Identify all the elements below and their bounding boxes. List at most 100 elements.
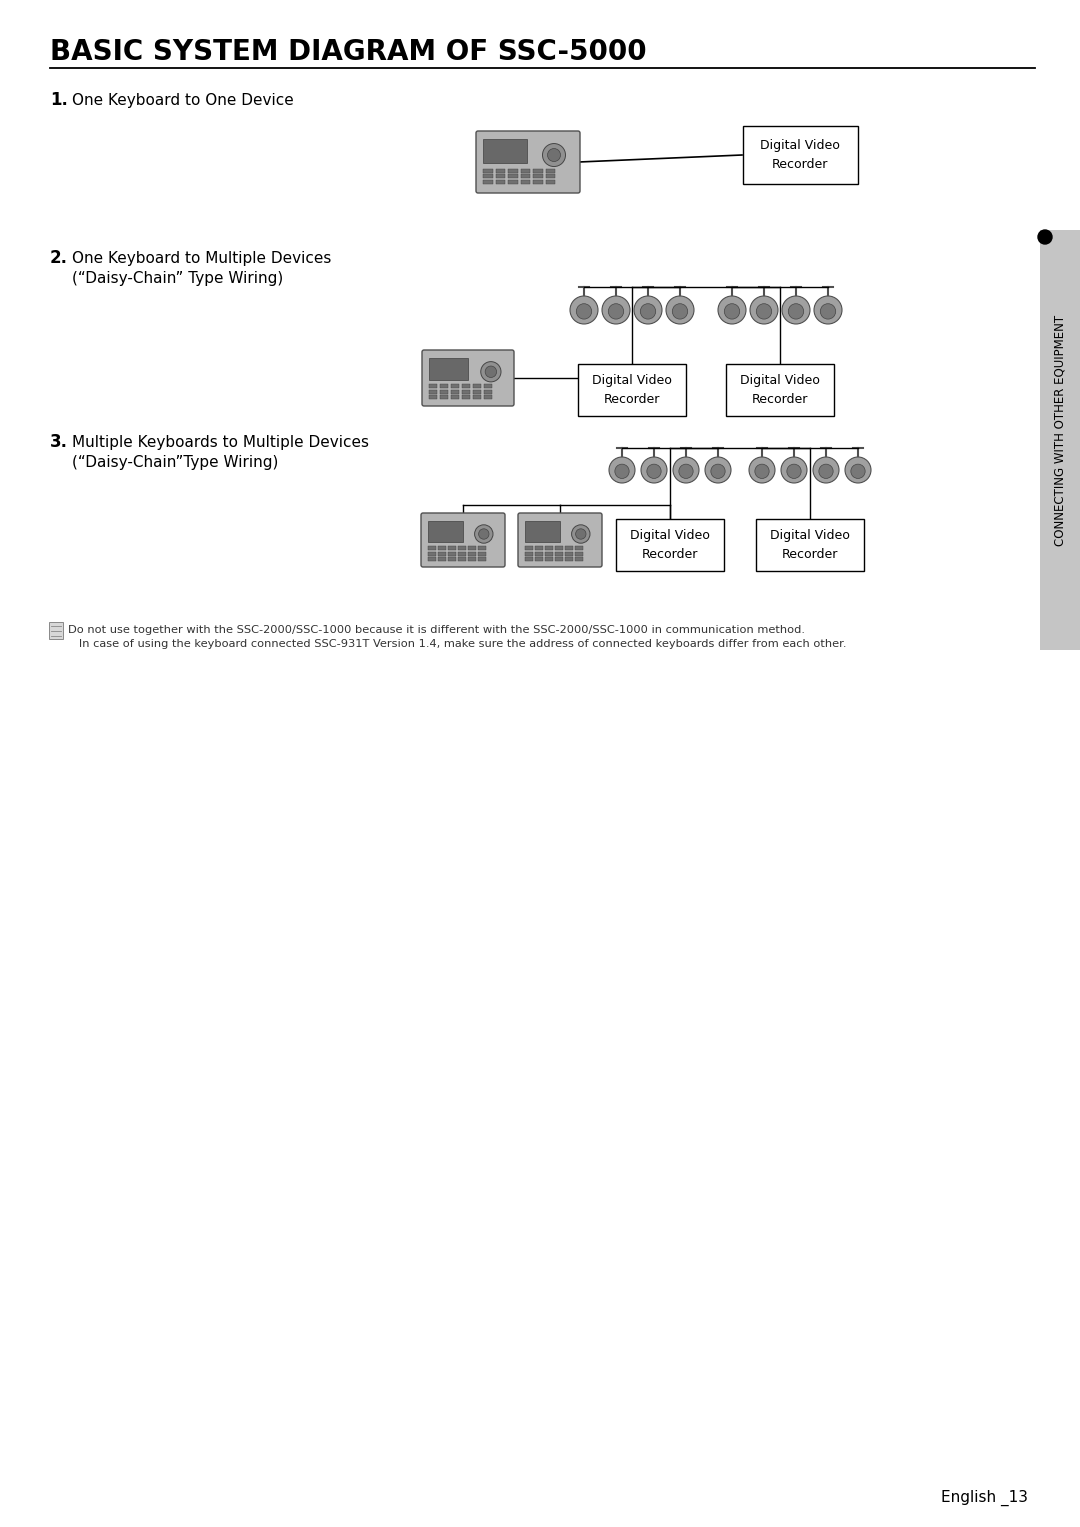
Circle shape bbox=[481, 362, 501, 382]
Bar bbox=[534, 169, 542, 173]
Circle shape bbox=[711, 464, 725, 478]
Bar bbox=[458, 557, 465, 560]
Bar bbox=[429, 389, 437, 394]
Bar bbox=[545, 169, 555, 173]
Bar bbox=[483, 174, 492, 179]
Circle shape bbox=[576, 528, 586, 539]
Bar bbox=[468, 551, 475, 556]
Bar bbox=[521, 169, 530, 173]
Text: 3.: 3. bbox=[50, 434, 68, 450]
Bar bbox=[462, 395, 471, 399]
Bar bbox=[534, 174, 542, 179]
Bar bbox=[440, 385, 448, 388]
Bar bbox=[462, 385, 471, 388]
Bar bbox=[535, 551, 542, 556]
Text: Multiple Keyboards to Multiple Devices: Multiple Keyboards to Multiple Devices bbox=[72, 435, 369, 449]
Circle shape bbox=[725, 304, 740, 319]
Bar bbox=[440, 395, 448, 399]
Bar bbox=[521, 174, 530, 179]
Bar bbox=[473, 389, 482, 394]
Bar bbox=[535, 547, 542, 550]
Circle shape bbox=[788, 304, 804, 319]
FancyBboxPatch shape bbox=[422, 350, 514, 406]
Circle shape bbox=[542, 144, 566, 166]
Bar bbox=[428, 557, 435, 560]
Bar bbox=[458, 551, 465, 556]
Bar bbox=[565, 557, 572, 560]
Bar bbox=[484, 385, 492, 388]
Text: (“Daisy-Chain” Type Wiring): (“Daisy-Chain” Type Wiring) bbox=[72, 270, 283, 286]
Bar bbox=[534, 180, 542, 183]
Bar bbox=[578, 363, 686, 415]
Circle shape bbox=[750, 457, 775, 483]
Bar bbox=[575, 557, 582, 560]
Circle shape bbox=[781, 457, 807, 483]
Bar bbox=[535, 557, 542, 560]
Bar bbox=[451, 395, 459, 399]
Bar bbox=[545, 174, 555, 179]
Circle shape bbox=[851, 464, 865, 478]
Circle shape bbox=[634, 296, 662, 324]
Bar bbox=[483, 180, 492, 183]
Bar bbox=[484, 395, 492, 399]
Bar bbox=[525, 557, 532, 560]
Circle shape bbox=[813, 457, 839, 483]
Circle shape bbox=[608, 304, 624, 319]
Text: In case of using the keyboard connected SSC-931T Version 1.4, make sure the addr: In case of using the keyboard connected … bbox=[68, 638, 847, 649]
Bar bbox=[1040, 231, 1080, 651]
Circle shape bbox=[474, 525, 492, 544]
Circle shape bbox=[787, 464, 801, 478]
Bar bbox=[448, 551, 456, 556]
Bar bbox=[508, 174, 517, 179]
Bar bbox=[468, 557, 475, 560]
Circle shape bbox=[755, 464, 769, 478]
Bar bbox=[478, 551, 486, 556]
Circle shape bbox=[1038, 231, 1052, 244]
Bar bbox=[438, 551, 446, 556]
Circle shape bbox=[718, 296, 746, 324]
Circle shape bbox=[615, 464, 630, 478]
Bar bbox=[743, 127, 858, 183]
Circle shape bbox=[705, 457, 731, 483]
Bar bbox=[508, 169, 517, 173]
FancyBboxPatch shape bbox=[476, 131, 580, 192]
Text: Do not use together with the SSC-2000/SSC-1000 because it is different with the : Do not use together with the SSC-2000/SS… bbox=[68, 625, 805, 635]
Bar bbox=[473, 385, 482, 388]
Bar bbox=[473, 395, 482, 399]
Text: English _13: English _13 bbox=[941, 1490, 1028, 1506]
Circle shape bbox=[571, 525, 590, 544]
Bar bbox=[756, 519, 864, 571]
Bar bbox=[525, 547, 532, 550]
Circle shape bbox=[750, 296, 778, 324]
Bar bbox=[458, 547, 465, 550]
Bar bbox=[429, 385, 437, 388]
Bar bbox=[545, 180, 555, 183]
Bar bbox=[462, 389, 471, 394]
Circle shape bbox=[478, 528, 489, 539]
Bar bbox=[496, 174, 505, 179]
Bar bbox=[545, 557, 553, 560]
Circle shape bbox=[666, 296, 694, 324]
Bar bbox=[565, 551, 572, 556]
Text: One Keyboard to Multiple Devices: One Keyboard to Multiple Devices bbox=[72, 250, 332, 266]
Bar bbox=[545, 547, 553, 550]
Circle shape bbox=[672, 304, 688, 319]
Circle shape bbox=[640, 304, 656, 319]
Circle shape bbox=[782, 296, 810, 324]
Text: Digital Video
Recorder: Digital Video Recorder bbox=[630, 528, 710, 560]
Bar bbox=[575, 547, 582, 550]
Bar bbox=[451, 389, 459, 394]
Bar bbox=[545, 551, 553, 556]
Text: Digital Video
Recorder: Digital Video Recorder bbox=[760, 139, 840, 171]
Text: One Keyboard to One Device: One Keyboard to One Device bbox=[72, 93, 294, 107]
Circle shape bbox=[819, 464, 833, 478]
Bar bbox=[521, 180, 530, 183]
Bar bbox=[49, 621, 63, 638]
Circle shape bbox=[673, 457, 699, 483]
Circle shape bbox=[548, 148, 561, 162]
Circle shape bbox=[814, 296, 842, 324]
FancyBboxPatch shape bbox=[518, 513, 602, 567]
Bar bbox=[451, 385, 459, 388]
Circle shape bbox=[485, 366, 497, 377]
Bar bbox=[429, 395, 437, 399]
